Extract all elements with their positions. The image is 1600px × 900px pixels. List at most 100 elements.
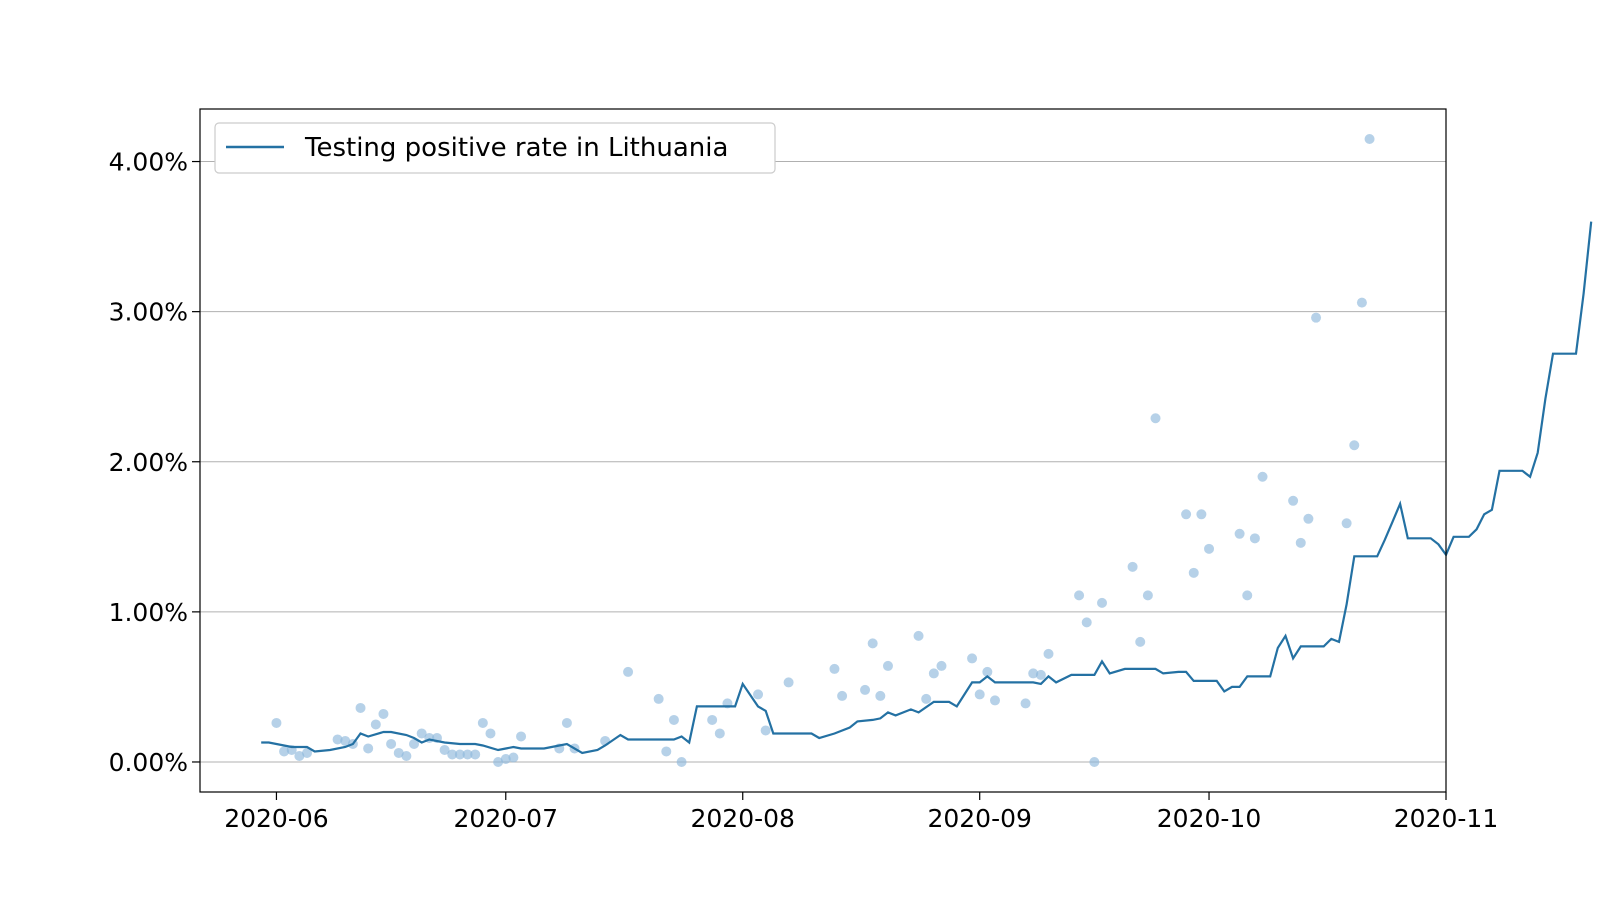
grid-lines xyxy=(200,161,1446,763)
scatter-point xyxy=(1257,471,1268,482)
scatter-point xyxy=(1097,597,1108,608)
x-tick-label: 2020-11 xyxy=(1394,804,1498,833)
scatter-point xyxy=(516,731,527,742)
x-tick-label: 2020-10 xyxy=(1157,804,1261,833)
scatter-point xyxy=(1295,537,1306,548)
legend: Testing positive rate in Lithuania xyxy=(214,122,776,174)
scatter-point xyxy=(837,690,848,701)
scatter-point xyxy=(470,749,481,760)
scatter-point xyxy=(1089,756,1100,767)
scatter-point xyxy=(867,638,878,649)
line-series xyxy=(261,221,1593,755)
scatter-point xyxy=(661,746,672,757)
scatter-point xyxy=(1127,561,1138,572)
scatter-point xyxy=(386,738,397,749)
scatter-point xyxy=(561,717,572,728)
scatter-point xyxy=(409,738,420,749)
scatter-point xyxy=(829,663,840,674)
scatter-point xyxy=(279,746,290,757)
scatter-point xyxy=(302,747,313,758)
scatter-point xyxy=(393,747,404,758)
scatter-point xyxy=(936,660,947,671)
scatter-point xyxy=(1035,669,1046,680)
scatter-point xyxy=(363,743,374,754)
scatter-point xyxy=(1043,648,1054,659)
plot-frame xyxy=(199,108,1447,793)
scatter-point xyxy=(340,735,351,746)
x-tick-label: 2020-09 xyxy=(927,804,1031,833)
scatter-point xyxy=(882,660,893,671)
legend-label: Testing positive rate in Lithuania xyxy=(304,133,728,163)
scatter-point xyxy=(1204,543,1215,554)
scatter-point xyxy=(271,717,282,728)
scatter-point xyxy=(714,728,725,739)
scatter-point xyxy=(967,653,978,664)
scatter-point xyxy=(500,753,511,764)
scatter-point xyxy=(928,668,939,679)
scatter-point xyxy=(462,749,473,760)
scatter-point xyxy=(1311,312,1322,323)
scatter-point xyxy=(653,693,664,704)
scatter-point xyxy=(1288,495,1299,506)
scatter-point xyxy=(1020,698,1031,709)
scatter-point xyxy=(623,666,634,677)
y-axis: 0.00% 1.00% 2.00% 3.00% 4.00% xyxy=(109,148,200,777)
scatter-point xyxy=(1181,509,1192,520)
scatter-point xyxy=(1074,590,1085,601)
scatter-point xyxy=(447,749,458,760)
scatter-point xyxy=(370,719,381,730)
scatter-point xyxy=(753,689,764,700)
scatter-point xyxy=(454,749,465,760)
y-tick-label: 3.00% xyxy=(109,298,188,327)
y-tick-label: 4.00% xyxy=(109,148,188,177)
x-tick-label: 2020-06 xyxy=(224,804,328,833)
y-tick-label: 1.00% xyxy=(109,598,188,627)
scatter-series xyxy=(271,134,1375,767)
scatter-point xyxy=(860,684,871,695)
scatter-point xyxy=(1150,413,1161,424)
scatter-point xyxy=(1196,509,1207,520)
scatter-point xyxy=(439,744,450,755)
scatter-point xyxy=(1135,636,1146,647)
scatter-point xyxy=(378,708,389,719)
scatter-point xyxy=(1356,297,1367,308)
scatter-point xyxy=(1303,513,1314,524)
y-tick-label: 2.00% xyxy=(109,448,188,477)
scatter-point xyxy=(974,689,985,700)
scatter-point xyxy=(1234,528,1245,539)
scatter-point xyxy=(485,728,496,739)
x-tick-label: 2020-07 xyxy=(454,804,558,833)
scatter-point xyxy=(783,677,794,688)
scatter-point xyxy=(668,714,679,725)
scatter-point xyxy=(1349,440,1360,451)
scatter-point xyxy=(1081,617,1092,628)
scatter-point xyxy=(921,693,932,704)
scatter-point xyxy=(982,666,993,677)
scatter-point xyxy=(1341,518,1352,529)
scatter-point xyxy=(1188,567,1199,578)
scatter-point xyxy=(676,756,687,767)
scatter-point xyxy=(477,717,488,728)
scatter-point xyxy=(707,714,718,725)
scatter-point xyxy=(493,756,504,767)
scatter-point xyxy=(1242,590,1253,601)
scatter-point xyxy=(508,752,519,763)
scatter-point xyxy=(875,690,886,701)
scatter-point xyxy=(989,695,1000,706)
scatter-point xyxy=(416,728,427,739)
scatter-point xyxy=(1142,590,1153,601)
scatter-point xyxy=(294,750,305,761)
legend-box xyxy=(214,122,776,174)
scatter-point xyxy=(401,750,412,761)
scatter-point xyxy=(1249,533,1260,544)
scatter-point xyxy=(332,734,343,745)
scatter-point xyxy=(1364,134,1375,145)
scatter-point xyxy=(1028,668,1039,679)
scatter-point xyxy=(355,702,366,713)
x-axis: 2020-06 2020-07 2020-08 2020-09 2020-10 2020-… xyxy=(224,792,1498,833)
scatter-point xyxy=(760,725,771,736)
scatter-point xyxy=(913,630,924,641)
x-tick-label: 2020-08 xyxy=(691,804,795,833)
y-tick-label: 0.00% xyxy=(109,748,188,777)
